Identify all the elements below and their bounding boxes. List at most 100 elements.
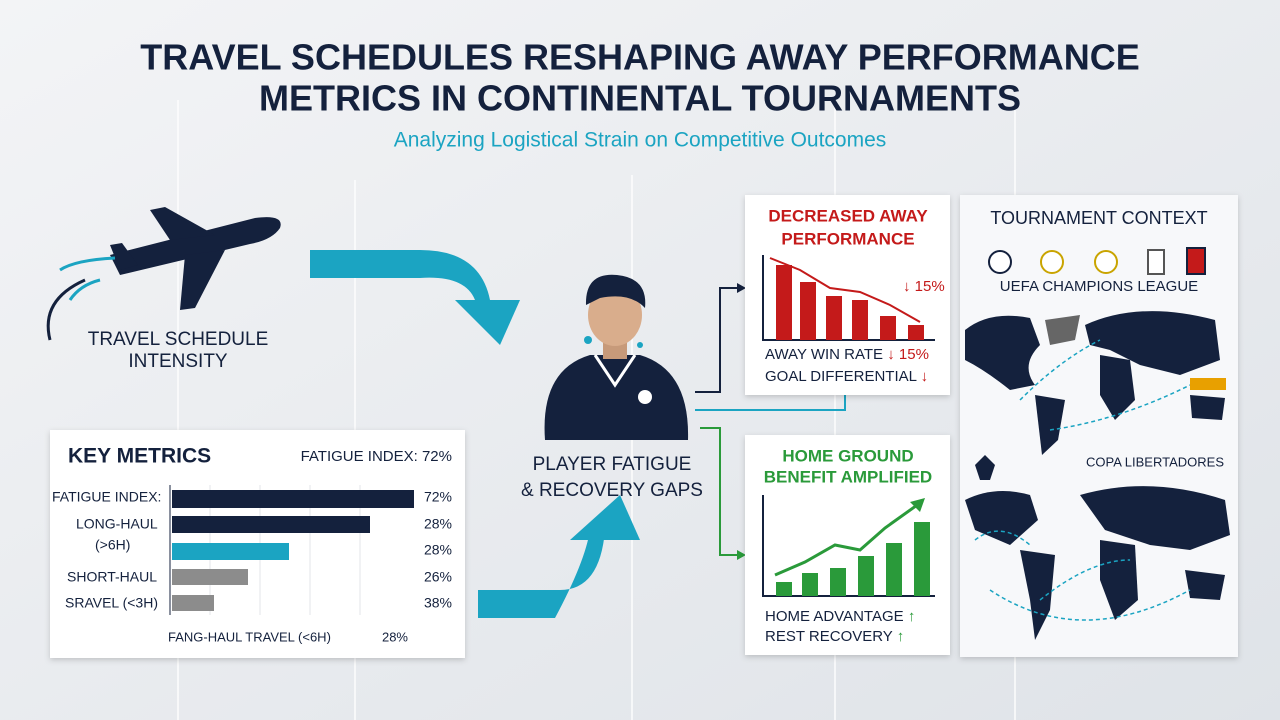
shape — [1186, 247, 1206, 275]
shape — [59, 256, 116, 272]
connector — [695, 395, 846, 411]
shape — [988, 250, 1012, 274]
shape — [588, 284, 642, 346]
metric-value: 28% — [424, 516, 452, 532]
shape — [1080, 486, 1230, 550]
title: TRAVEL SCHEDULES RESHAPING AWAY PERFORMA… — [140, 37, 1139, 78]
shape — [776, 265, 792, 340]
panel-title: KEY METRICS — [68, 445, 211, 468]
shape — [776, 265, 924, 340]
shape — [455, 300, 520, 345]
shape — [110, 217, 281, 275]
label: TRAVEL SCHEDULE — [88, 329, 269, 350]
trend: ↓ — [921, 368, 929, 385]
metric-label: (>6H) — [95, 537, 130, 553]
bar — [172, 543, 289, 560]
flow-arrow — [310, 250, 640, 618]
item: REST RECOVERY ↑ — [765, 628, 904, 645]
shape — [1085, 311, 1220, 375]
plane-icon — [46, 207, 281, 341]
shape — [1190, 395, 1225, 420]
shape — [544, 355, 689, 440]
shape — [908, 325, 924, 340]
subtitle: Analyzing Logistical Strain on Competiti… — [394, 129, 887, 152]
league: UEFA CHAMPIONS LEAGUE — [1000, 278, 1198, 295]
note: ↓ 15% — [903, 278, 945, 295]
shape — [974, 530, 1031, 546]
label: & RECOVERY GAPS — [521, 480, 703, 501]
shape — [570, 495, 640, 540]
footer-label: FANG-HAUL TRAVEL (<6H) — [168, 629, 331, 644]
item-label: HOME ADVANTAGE — [765, 608, 904, 625]
shape — [1020, 550, 1055, 640]
metric-label: SHORT-HAUL — [67, 569, 157, 585]
metric-label: FATIGUE INDEX: — [52, 489, 161, 505]
shape — [830, 568, 846, 596]
shape — [910, 498, 925, 512]
shape — [965, 315, 1040, 390]
shape — [852, 300, 868, 340]
badge — [1190, 378, 1226, 390]
shape — [914, 522, 930, 596]
trend: ↑ — [908, 608, 916, 625]
shape — [886, 543, 902, 596]
panel-title: PERFORMANCE — [781, 229, 914, 248]
shape — [1040, 250, 1064, 274]
item-label: AWAY WIN RATE — [765, 346, 883, 363]
shape — [762, 255, 935, 341]
bar — [172, 595, 214, 611]
metric-value: 28% — [424, 542, 452, 558]
trophy-icon — [975, 455, 995, 480]
logos — [988, 247, 1206, 275]
metric-value: 26% — [424, 569, 452, 585]
shape — [880, 316, 896, 340]
item-label: REST RECOVERY — [765, 628, 893, 645]
world-map — [965, 311, 1230, 640]
shape — [150, 207, 215, 240]
shape — [638, 390, 652, 404]
panel-title: DECREASED AWAY — [768, 206, 928, 225]
shape — [1094, 250, 1118, 274]
shape — [1147, 249, 1165, 275]
panel-title: TOURNAMENT CONTEXT — [990, 208, 1207, 228]
bar — [172, 569, 248, 585]
headline: FATIGUE INDEX: 72% — [301, 448, 452, 465]
shape — [776, 522, 930, 596]
label: PLAYER FATIGUE — [533, 454, 692, 475]
shape — [800, 282, 816, 340]
shape — [1100, 355, 1135, 420]
item: AWAY WIN RATE ↓ 15% — [765, 346, 929, 363]
shape — [858, 556, 874, 596]
shape — [1039, 559, 1131, 601]
shape — [180, 250, 225, 310]
shape — [584, 336, 592, 344]
shape — [802, 573, 818, 596]
shape — [762, 495, 935, 597]
shape — [989, 589, 1191, 621]
shape: FATIGUE INDEX: LONG-HAUL (>6H) SHORT-HAU… — [52, 489, 452, 645]
shape — [478, 530, 605, 618]
label: INTENSITY — [128, 351, 228, 372]
connector-head — [737, 550, 746, 560]
shape — [965, 491, 1038, 545]
shape — [1185, 570, 1225, 600]
item-label: GOAL DIFFERENTIAL — [765, 368, 917, 385]
mini-chart — [762, 255, 935, 341]
trend: ↑ — [897, 628, 905, 645]
panel-title: HOME GROUND — [782, 446, 913, 465]
connector-head — [737, 283, 746, 293]
player-icon — [544, 274, 689, 440]
shape — [637, 342, 643, 348]
shape — [1035, 395, 1065, 455]
trend: ↓ 15% — [887, 346, 929, 363]
shape — [776, 582, 792, 596]
panel-title: BENEFIT AMPLIFIED — [764, 467, 932, 486]
shape — [1045, 315, 1080, 345]
item: HOME ADVANTAGE ↑ — [765, 608, 915, 625]
shape — [46, 278, 86, 341]
shape — [695, 287, 742, 393]
shape — [110, 243, 138, 270]
bar — [172, 516, 370, 533]
metric-label: SRAVEL (<3H) — [65, 595, 158, 611]
